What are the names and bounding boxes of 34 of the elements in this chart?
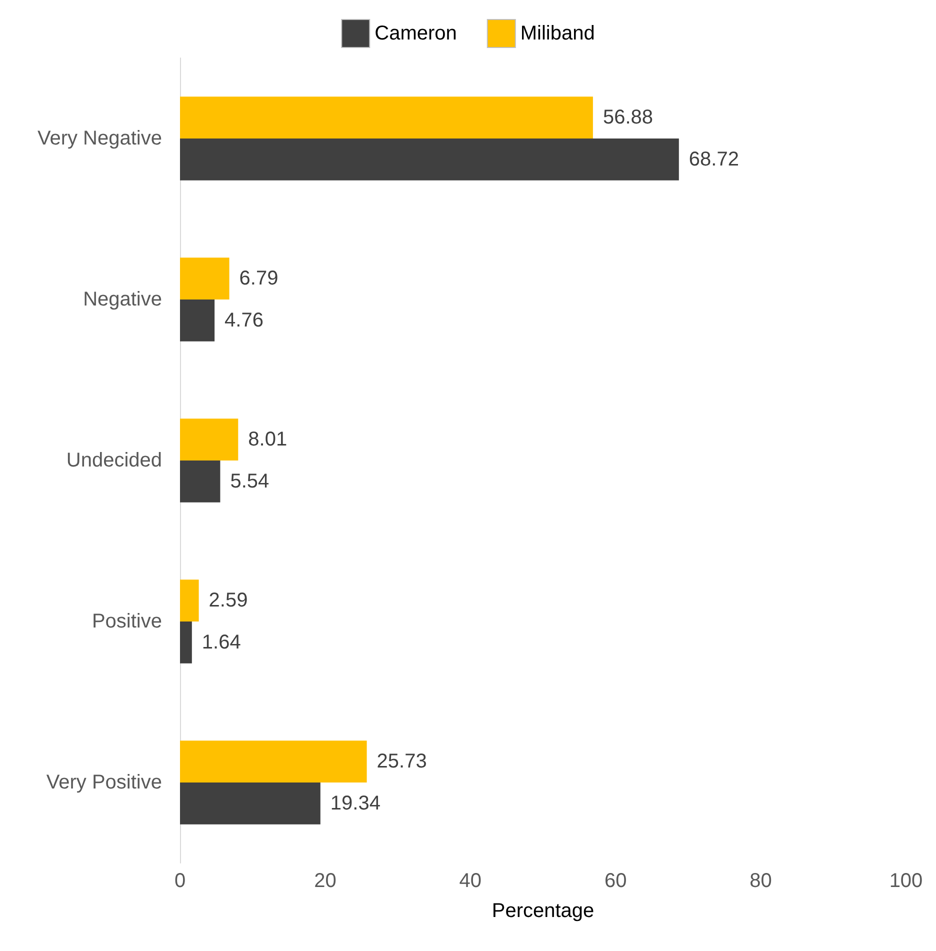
bar	[180, 622, 192, 664]
bar	[180, 96, 593, 138]
bar	[180, 740, 367, 782]
data-label: 5.54	[230, 470, 270, 492]
legend-label: Miliband	[520, 22, 595, 44]
bar	[180, 460, 220, 502]
x-tick-label: 40	[459, 870, 482, 892]
bar	[180, 258, 230, 300]
data-label: 56.88	[602, 106, 654, 129]
bar	[180, 138, 679, 180]
y-tick-label: Very Positive	[46, 772, 162, 794]
x-tick-label: 80	[750, 870, 772, 892]
y-tick-label: Positive	[92, 610, 162, 632]
x-tick-label: 20	[314, 870, 336, 892]
x-tick-label: 60	[604, 870, 627, 892]
bar	[180, 418, 238, 460]
bar	[180, 580, 199, 622]
x-tick-label: 100	[889, 870, 923, 892]
y-tick-label: Undecided	[66, 450, 162, 472]
data-label: 8.01	[248, 428, 288, 451]
data-label: 1.64	[202, 631, 241, 654]
y-tick-label: Negative	[83, 288, 162, 310]
bar	[180, 300, 215, 342]
data-label: 25.73	[376, 750, 427, 773]
legend-label: Cameron	[374, 22, 457, 44]
data-label: 2.59	[208, 590, 248, 612]
bar	[180, 782, 320, 824]
x-tick-label: 0	[174, 870, 186, 892]
data-label: 68.72	[688, 148, 739, 170]
data-label: 6.79	[239, 268, 278, 290]
data-label: 4.76	[224, 309, 264, 332]
data-label: 19.34	[330, 792, 380, 814]
x-axis-title: Percentage	[492, 900, 594, 922]
y-tick-label: Very Negative	[37, 128, 162, 150]
